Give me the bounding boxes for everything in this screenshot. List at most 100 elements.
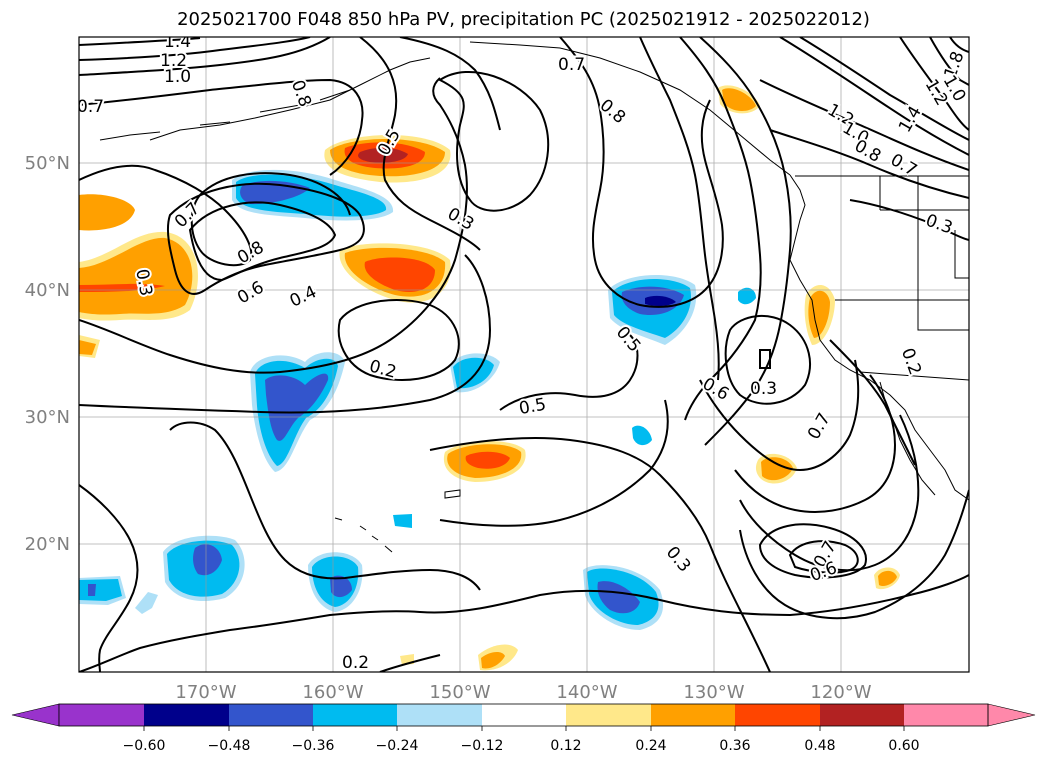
contour-line (899, 37, 969, 131)
coastline-usa-west (789, 259, 969, 501)
contour-line (337, 299, 460, 381)
shade-negative-max (645, 295, 676, 307)
colorbar-segment (482, 704, 566, 726)
lat-label: 20°N (25, 534, 70, 555)
contour-line (359, 37, 481, 251)
colorbar-tick-label: 0.12 (550, 738, 581, 754)
colorbar-frame (58, 703, 989, 727)
colorbar-tick-label: 0.48 (804, 738, 835, 754)
contour-line (779, 37, 969, 156)
contour-line (429, 437, 771, 672)
lat-label: 40°N (25, 280, 70, 301)
shade-positive-strong (364, 257, 435, 292)
colorbar-segment (904, 704, 988, 726)
contour-line (829, 339, 916, 466)
contour-line (724, 314, 811, 405)
contour-line (169, 421, 481, 591)
contour-line (399, 37, 501, 131)
lat-label: 30°N (25, 407, 70, 428)
colorbar-segment (397, 704, 482, 726)
colorbar: −0.60 −0.48 −0.36 −0.24 −0.12 0.12 0.24 … (11, 703, 1036, 754)
shade-negative-mid (738, 287, 756, 305)
border-us-mexico (859, 371, 969, 381)
shade-positive-strong (465, 451, 510, 469)
contour-line (759, 79, 969, 171)
shade-negative-strong (597, 581, 640, 614)
contour-line (734, 374, 897, 513)
shade-negative-mid (453, 357, 494, 389)
contour-label: 1.2 (160, 51, 187, 71)
pv-contours (79, 37, 969, 672)
contour-line (758, 523, 867, 579)
figure-title: 2025021700 F048 850 hPa PV, precipitatio… (177, 9, 870, 30)
contour-line (79, 37, 201, 46)
lon-label: 140°W (556, 682, 617, 703)
contour-line (439, 399, 669, 527)
shade-positive-mid (722, 88, 756, 112)
colorbar-tick-label: −0.36 (292, 738, 335, 754)
contour-line (788, 540, 859, 574)
colorbar-tick-label: −0.48 (208, 738, 251, 754)
contour-line (166, 182, 365, 295)
contour-line (559, 37, 724, 308)
lon-label: 130°W (683, 682, 744, 703)
longitude-labels: 170°W 160°W 150°W 140°W 130°W 120°W (175, 682, 871, 703)
colorbar-ticks (143, 726, 905, 731)
latitude-labels: 50°N 40°N 30°N 20°N (25, 153, 70, 555)
contour-line (799, 37, 969, 141)
contour-line (699, 37, 792, 446)
colorbar-segment (651, 704, 735, 726)
colorbar-segment (144, 704, 229, 726)
shade-positive-mid (481, 652, 505, 669)
shade-negative-strong (265, 373, 329, 441)
contour-label: 1.4 (164, 32, 191, 52)
lon-label: 160°W (302, 682, 363, 703)
shade-positive-mid (79, 237, 193, 315)
colorbar-segment (59, 704, 144, 726)
colorbar-tick-label: 0.24 (635, 738, 666, 754)
colorbar-tick-label: −0.24 (376, 738, 419, 754)
colorbar-tick-label: −0.60 (123, 738, 166, 754)
shade-negative-mid (79, 579, 122, 601)
contour-line (849, 199, 969, 241)
lon-label: 150°W (429, 682, 490, 703)
colorbar-segment (566, 704, 651, 726)
contour-label: 0.2 (342, 653, 369, 673)
colorbar-tick-label: 0.36 (719, 738, 750, 754)
contour-line (739, 414, 920, 572)
contour-line (379, 654, 441, 672)
shade-positive-max (358, 147, 408, 163)
lat-label: 50°N (25, 153, 70, 174)
contour-label: 0.7 (77, 97, 104, 117)
hawaii-islands (334, 517, 393, 553)
shade-negative-strong (330, 575, 352, 598)
coastline-bc (789, 174, 806, 261)
shade-positive-mid (79, 194, 135, 231)
contour-line (79, 78, 364, 176)
shade-negative-light (135, 592, 158, 614)
shade-negative-mid (393, 514, 412, 528)
graticule (79, 37, 969, 672)
contour-line (769, 129, 969, 199)
colorbar-tick-label: −0.12 (461, 738, 504, 754)
shade-negative-mid (632, 425, 652, 446)
colorbar-extend-max (987, 703, 1036, 727)
contour-line (79, 37, 331, 76)
map-panel: 1.4 1.2 1.0 0.7 0.8 0.7 0.8 0.5 0.3 0.7 … (77, 32, 969, 673)
colorbar-segment (313, 704, 397, 726)
lon-label: 120°W (810, 682, 871, 703)
contour-line (79, 164, 351, 267)
shade-positive-mid (79, 340, 96, 355)
contour-line (639, 37, 720, 381)
colorbar-segment (820, 704, 904, 726)
contour-line (929, 37, 969, 86)
map-border (78, 36, 970, 673)
contour-line (79, 77, 468, 374)
contour-line (499, 334, 639, 411)
contour-line (79, 574, 969, 672)
contour-line (739, 489, 969, 620)
contour-line (79, 37, 311, 61)
contour-label: 0.7 (558, 55, 585, 75)
contour-line (79, 484, 139, 672)
